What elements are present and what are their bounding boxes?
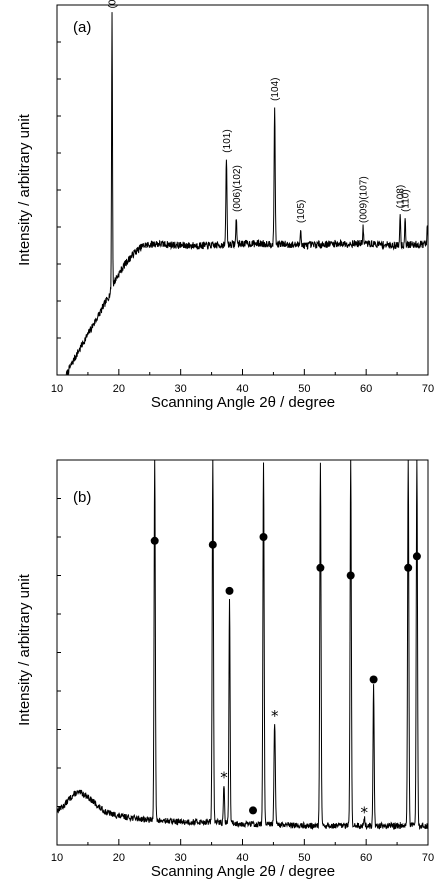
x-tick-label: 30 [175,852,187,864]
x-tick-label: 40 [236,852,248,864]
peak-label: (108) [396,185,407,208]
peak-label: (009)(107) [359,176,370,223]
xrd-trace-a [65,12,429,376]
x-tick-label: 50 [298,852,310,864]
phase-marker-circle [316,563,325,572]
peak-label: (003) [108,0,119,8]
x-tick-label: 20 [113,852,125,864]
y-axis-title-b: Intensity / arbitrary unit [16,573,33,726]
phase-marker-circle [369,675,378,684]
x-tick-labels-b: 10 20 30 40 50 60 70 [51,852,434,864]
phase-markers-b: * * * * [150,533,421,837]
x-tick-label: 10 [51,852,63,864]
x-tick-label: 70 [422,852,434,864]
peak-label: (101) [222,129,233,152]
phase-marker-circle [249,806,257,815]
y-axis-title-a: Intensity / arbitrary unit [16,113,33,266]
x-ticks-b [56,498,429,845]
phase-marker-star: * [220,769,228,787]
panel-label-b: (b) [73,489,91,506]
phase-marker-star: * [271,707,279,725]
x-tick-label: 20 [113,383,125,395]
phase-marker-circle [225,586,234,595]
x-tick-label: 50 [298,383,310,395]
x-tick-label: 40 [236,383,248,395]
panel-b: 10 20 30 40 50 60 70 * * * * (b) Scanning Angle 2… [16,459,434,879]
x-tick-label: 10 [51,383,63,395]
phase-marker-circle [412,552,421,561]
phase-marker-circle [346,571,355,580]
phase-marker-star: * [396,819,404,837]
phase-marker-star: * [361,803,369,821]
panel-a: 10 20 30 40 50 60 70 (003) (101) (006)(102) (104)… [16,0,434,411]
peak-label: (110) [401,189,412,212]
x-ticks-a [56,41,429,375]
phase-marker-circle [208,540,217,549]
x-tick-label: 60 [360,852,372,864]
panel-label-a: (a) [73,19,91,36]
xrd-trace-b [56,459,429,831]
peak-label: (105) [296,200,307,223]
x-axis-title-a: Scanning Angle 2θ / degree [151,394,335,411]
phase-marker-circle [150,536,159,545]
x-tick-label: 70 [422,383,434,395]
x-tick-label: 30 [175,383,187,395]
phase-marker-circle [259,533,268,541]
x-axis-title-b: Scanning Angle 2θ / degree [151,863,335,879]
x-tick-labels-a: 10 20 30 40 50 60 70 [51,383,434,395]
peak-label: (006)(102) [232,165,243,212]
peak-label: (104) [270,78,281,101]
phase-marker-circle [404,563,413,572]
x-tick-label: 60 [360,383,372,395]
peak-labels-a: (003) (101) (006)(102) (104) (105) (009)(107)… [108,0,412,223]
